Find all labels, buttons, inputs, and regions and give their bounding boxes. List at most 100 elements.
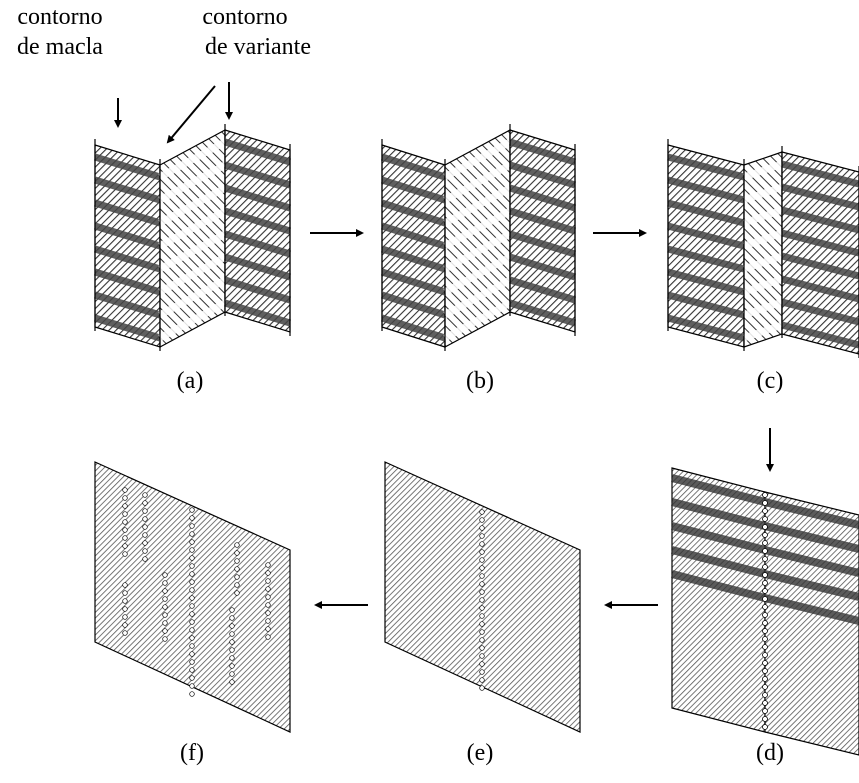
dot xyxy=(763,653,768,658)
dot xyxy=(266,619,271,624)
dot xyxy=(763,493,768,498)
dot xyxy=(190,572,195,577)
dot xyxy=(235,591,240,596)
dot xyxy=(230,608,235,613)
dot xyxy=(190,580,195,585)
strip xyxy=(744,152,782,347)
dot xyxy=(163,621,168,626)
dot xyxy=(266,627,271,632)
dot xyxy=(190,588,195,593)
dot xyxy=(190,508,195,513)
dot xyxy=(763,637,768,642)
dot xyxy=(143,509,148,514)
dot xyxy=(190,660,195,665)
figure: contorno de macla contorno de variante (… xyxy=(0,0,859,778)
dot xyxy=(763,597,768,602)
dot xyxy=(480,590,485,595)
dot xyxy=(143,493,148,498)
dot xyxy=(480,678,485,683)
dot xyxy=(190,684,195,689)
dot xyxy=(123,623,128,628)
dot xyxy=(480,526,485,531)
dot xyxy=(480,566,485,571)
dot xyxy=(480,646,485,651)
dot xyxy=(190,604,195,609)
dot xyxy=(480,510,485,515)
dot xyxy=(235,583,240,588)
dot xyxy=(763,645,768,650)
dot xyxy=(480,654,485,659)
dot xyxy=(123,615,128,620)
dot xyxy=(235,575,240,580)
dot xyxy=(190,540,195,545)
dot xyxy=(266,563,271,568)
dot xyxy=(230,664,235,669)
dot xyxy=(763,565,768,570)
dot xyxy=(230,672,235,677)
dot xyxy=(123,512,128,517)
panel-label: (d) xyxy=(756,740,784,766)
dot xyxy=(190,652,195,657)
dot xyxy=(480,638,485,643)
dot xyxy=(763,685,768,690)
dot xyxy=(190,524,195,529)
dot xyxy=(763,549,768,554)
dot xyxy=(480,686,485,691)
dot xyxy=(763,613,768,618)
dot xyxy=(123,528,128,533)
dot xyxy=(230,680,235,685)
dot xyxy=(143,533,148,538)
dot xyxy=(266,603,271,608)
panel-label: (c) xyxy=(757,368,784,394)
dot xyxy=(163,597,168,602)
dot xyxy=(763,677,768,682)
dot xyxy=(123,488,128,493)
dot xyxy=(123,591,128,596)
dot xyxy=(763,541,768,546)
dot xyxy=(763,661,768,666)
dot xyxy=(190,620,195,625)
dot xyxy=(763,589,768,594)
dot xyxy=(480,582,485,587)
dot xyxy=(190,644,195,649)
dot xyxy=(480,558,485,563)
dot xyxy=(143,517,148,522)
dot xyxy=(235,567,240,572)
dot xyxy=(230,632,235,637)
dot xyxy=(190,532,195,537)
dot xyxy=(190,516,195,521)
panel-label: (b) xyxy=(466,368,494,394)
dot xyxy=(266,595,271,600)
dot xyxy=(266,611,271,616)
dot xyxy=(763,621,768,626)
label: contorno xyxy=(202,4,287,30)
dot xyxy=(763,501,768,506)
dot xyxy=(123,544,128,549)
dot xyxy=(763,709,768,714)
dot xyxy=(480,542,485,547)
dot xyxy=(190,636,195,641)
dot xyxy=(763,605,768,610)
dot xyxy=(266,635,271,640)
dot xyxy=(230,640,235,645)
dot xyxy=(143,557,148,562)
dot xyxy=(123,504,128,509)
dot xyxy=(480,518,485,523)
dot xyxy=(763,717,768,722)
dot xyxy=(480,534,485,539)
dot xyxy=(480,614,485,619)
dot xyxy=(480,662,485,667)
dot xyxy=(123,607,128,612)
panel-label: (e) xyxy=(467,740,494,766)
dot xyxy=(123,536,128,541)
dot xyxy=(190,692,195,697)
dot xyxy=(123,631,128,636)
dot xyxy=(480,574,485,579)
dot xyxy=(163,589,168,594)
header-labels: contorno de macla contorno de variante xyxy=(17,4,311,60)
dot xyxy=(230,648,235,653)
dot xyxy=(163,629,168,634)
dot xyxy=(190,548,195,553)
dot xyxy=(163,605,168,610)
dot xyxy=(163,637,168,642)
